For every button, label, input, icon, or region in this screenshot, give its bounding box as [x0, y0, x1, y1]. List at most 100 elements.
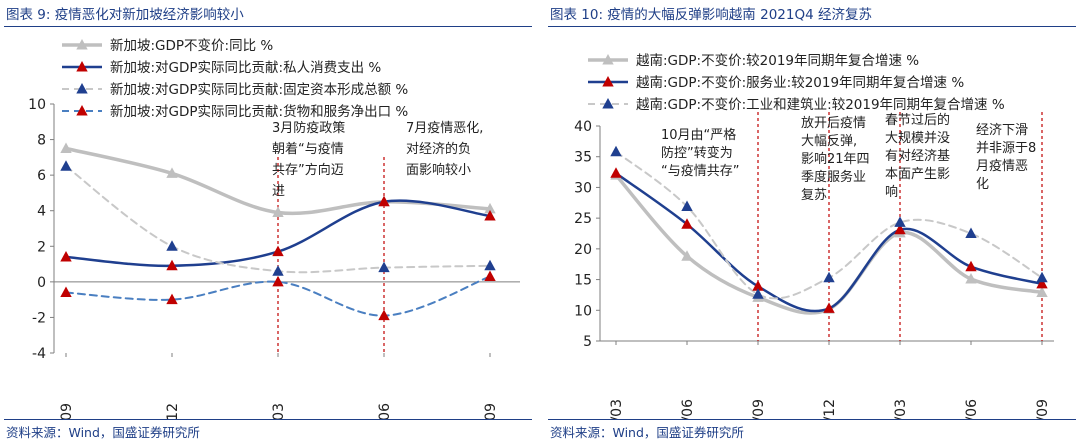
right-series-2-point-1: [681, 200, 693, 211]
right-x-tick-label-0: 21/03: [609, 399, 625, 419]
left-series-1-point-4: [484, 210, 496, 221]
left-y-tick-label-5: 6: [37, 168, 46, 184]
left-series-0-point-0: [60, 142, 72, 153]
left-footer-rule: [4, 419, 532, 420]
left-annotation-1-line-1: 对经济的负: [406, 141, 471, 157]
left-chart-panel: 图表 9: 疫情恶化对新加坡经济影响较小 -4 -2 0 2 4 6 8 10 21/09 21/…: [0, 0, 536, 444]
left-chart-title: 图表 9: 疫情恶化对新加坡经济影响较小: [6, 7, 244, 23]
right-y-tick-label-7: 40: [574, 119, 592, 135]
right-series-1-point-0: [610, 167, 622, 178]
left-legend-label-2: 新加坡:对GDP实际同比贡献:固定资本形成总额 %: [110, 82, 408, 98]
right-series-1-point-1: [681, 218, 693, 229]
right-y-tick-label-2: 15: [574, 273, 592, 289]
left-annotation-1-line-0: 7月疫情恶化,: [406, 120, 483, 136]
right-annotation-2-line-1: 大规模并没: [885, 131, 950, 146]
left-series-0-point-1: [166, 167, 178, 178]
left-series-line-3: [65, 275, 491, 317]
left-series-3-point-2: [272, 275, 284, 287]
right-legend-label-2: 越南:GDP:不变价:工业和建筑业:较2019年同期年复合增速 %: [636, 96, 1005, 113]
right-x-tick-label-4: 22/03: [893, 399, 909, 419]
right-y-tick-label-3: 20: [574, 242, 592, 258]
right-x-tick-label-2: 21/09: [751, 399, 767, 419]
right-series-2-point-4: [894, 216, 906, 227]
right-series-1-point-3: [823, 302, 835, 313]
left-legend-marker-3: [76, 105, 88, 116]
left-x-tick-label-3: 22/06: [377, 403, 393, 419]
right-legend-marker-0: [602, 54, 614, 65]
right-series-1-point-5: [965, 260, 977, 272]
left-x-tick-label-0: 21/09: [59, 403, 75, 419]
left-legend-marker-0: [76, 39, 88, 50]
right-x-tick-label-1: 21/06: [680, 399, 696, 419]
left-annotation-1-line-2: 面影响较小: [406, 162, 471, 178]
right-annotation-3-line-2: 月疫情恶: [976, 158, 1028, 174]
right-series-0-point-1: [681, 250, 693, 261]
right-annotation-2-line-0: 春节过后的: [885, 112, 950, 128]
right-x-tick-label-5: 22/06: [964, 399, 980, 419]
right-annotation-3-line-0: 经济下滑: [976, 123, 1028, 138]
right-series-2-point-6: [1036, 271, 1048, 283]
right-series-2-point-3: [823, 271, 835, 283]
right-annotation-0-line-2: “与疫情共存”: [661, 163, 739, 179]
right-legend-label-1: 越南:GDP:不变价:服务业:较2019年同期年复合增速 %: [636, 74, 964, 91]
right-annotation-2-line-4: 响: [885, 184, 898, 200]
right-y-tick-label-0: 5: [583, 334, 592, 350]
left-y-tick-label-1: -2: [32, 310, 46, 326]
right-annotation-3-line-3: 化: [976, 177, 989, 192]
left-series-2-point-1: [166, 240, 178, 251]
left-y-tick-label-7: 10: [28, 97, 46, 113]
right-series-2-point-2: [752, 288, 764, 299]
left-y-tick-label-2: 0: [37, 275, 46, 291]
left-series-1-point-1: [166, 259, 178, 271]
left-series-2-point-3: [378, 261, 390, 273]
right-annotation-1-line-4: 复苏: [801, 187, 827, 203]
right-annotation-2-line-2: 有对经济基: [885, 149, 950, 164]
right-chart-title: 图表 10: 疫情的大幅反弹影响越南 2021Q4 经济复苏: [550, 7, 872, 23]
right-annotation-1-line-2: 影响21年四: [801, 151, 870, 167]
left-title-rule: [4, 26, 532, 27]
right-annotation-3-line-1: 并非源于8: [976, 141, 1036, 156]
right-annotation-1-line-1: 大幅反弹,: [801, 134, 857, 149]
right-annotation-1-line-3: 季度服务业: [801, 169, 866, 185]
left-series-2-point-4: [484, 259, 496, 271]
right-footer-rule: [548, 419, 1076, 420]
right-series-line-1: [614, 172, 1044, 313]
right-legend-marker-1: [602, 76, 614, 87]
right-y-tick-label-4: 25: [574, 211, 592, 227]
right-legend-label-0: 越南:GDP:不变价:较2019年同期年复合增速 %: [636, 52, 919, 69]
right-series-1-point-6: [1036, 277, 1048, 289]
left-series-3-point-4: [484, 270, 496, 281]
left-series-2-point-2: [272, 265, 284, 276]
left-series-3-point-0: [60, 286, 72, 297]
left-legend-marker-2: [76, 83, 88, 94]
right-series-2-point-5: [965, 227, 977, 238]
left-x-tick-label-1: 21/12: [165, 403, 181, 419]
left-series-2-point-0: [60, 160, 72, 171]
right-y-tick-label-1: 10: [574, 303, 592, 319]
left-legend-label-1: 新加坡:对GDP实际同比贡献:私人消费支出 %: [110, 60, 381, 76]
right-series-2-point-0: [610, 145, 622, 157]
left-legend-marker-1: [76, 61, 88, 72]
left-y-tick-label-6: 8: [37, 133, 46, 149]
right-series-1-point-2: [752, 280, 764, 291]
left-series-1-point-2: [272, 245, 284, 257]
right-title-rule: [548, 26, 1076, 27]
left-x-tick-label-4: 22/09: [483, 403, 499, 419]
right-y-tick-label-5: 30: [574, 180, 592, 196]
left-annotation-0-line-2: 共存”方向迈: [272, 162, 344, 178]
right-source-note: 资料来源：Wind，国盛证券研究所: [550, 425, 744, 440]
right-line-chart: 5 10 15 20 25 30 35 40 21/03 21/06 21/09 21/12 22/03…: [574, 52, 1054, 419]
left-series-0-point-4: [484, 202, 496, 214]
right-annotation-1-line-0: 放开后疫情: [801, 115, 866, 131]
right-chart-panel: 图表 10: 疫情的大幅反弹影响越南 2021Q4 经济复苏 5 10 15 20 25…: [544, 0, 1080, 444]
left-legend-label-0: 新加坡:GDP不变价:同比 %: [110, 38, 273, 54]
left-x-tick-label-2: 22/03: [271, 403, 287, 419]
right-annotation-0-line-0: 10月由“严格: [661, 127, 736, 143]
right-legend-marker-2: [602, 98, 614, 109]
left-annotation-0-line-3: 进: [272, 184, 285, 199]
right-series-0-point-5: [965, 273, 977, 284]
left-y-tick-label-0: -4: [32, 346, 46, 362]
left-annotation-0-line-1: 朝着“与疫情: [272, 141, 344, 157]
right-series-0-point-6: [1036, 286, 1048, 297]
left-line-chart: -4 -2 0 2 4 6 8 10 21/09 21/12 22/03 22/06 22/09 新加坡:…: [28, 38, 520, 419]
